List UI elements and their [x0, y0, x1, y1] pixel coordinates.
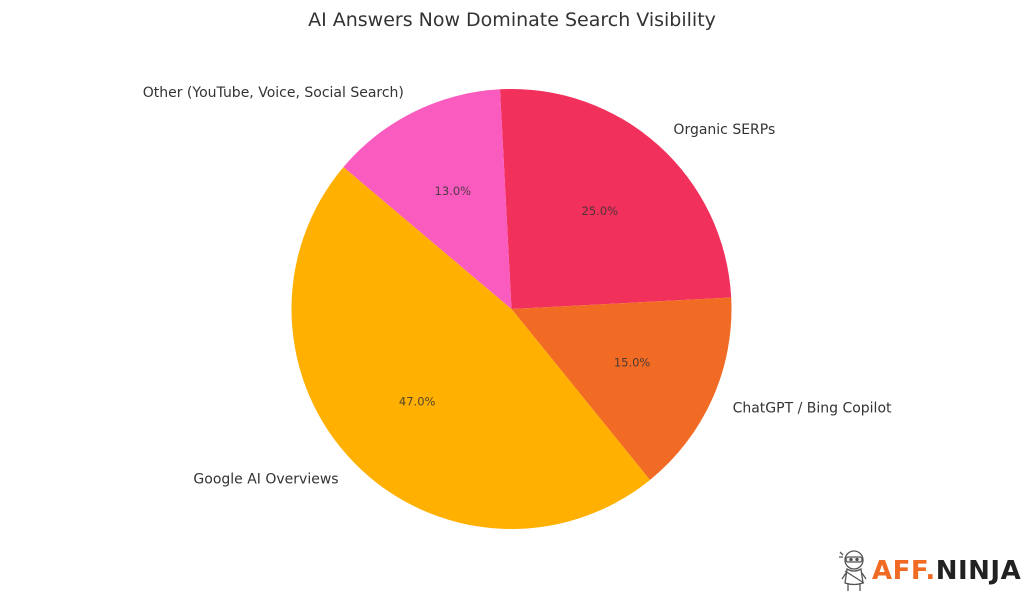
- slice-percentage-label: 25.0%: [582, 204, 619, 218]
- slice-category-label: Other (YouTube, Voice, Social Search): [143, 85, 404, 101]
- brand-logo: AFF.NINJA: [838, 549, 1021, 593]
- ninja-mascot-icon: [839, 550, 867, 591]
- logo-text-aff: AFF.: [872, 556, 936, 586]
- slice-percentage-label: 13.0%: [435, 184, 472, 198]
- slice-category-label: Organic SERPs: [673, 122, 775, 138]
- chart-title: AI Answers Now Dominate Search Visibilit…: [308, 9, 716, 31]
- slice-percentage-label: 47.0%: [399, 394, 436, 408]
- pie-slices: [291, 89, 732, 530]
- logo-text-ninja: NINJA: [935, 556, 1022, 586]
- slice-category-label: Google AI Overviews: [193, 471, 338, 487]
- pie-slice-chatgpt-bing-copilot: [511, 297, 732, 480]
- slice-category-label: ChatGPT / Bing Copilot: [733, 400, 892, 416]
- pie-slice-other-youtube-voice-social-search: [343, 89, 512, 309]
- pie-slice-organic-serps: [499, 89, 732, 309]
- pie-slice-google-ai-overviews: [291, 166, 650, 530]
- pie-labels: 25.0% Organic SERPs 15.0% ChatGPT / Bing Co…: [143, 85, 892, 487]
- slice-percentage-label: 15.0%: [614, 356, 651, 370]
